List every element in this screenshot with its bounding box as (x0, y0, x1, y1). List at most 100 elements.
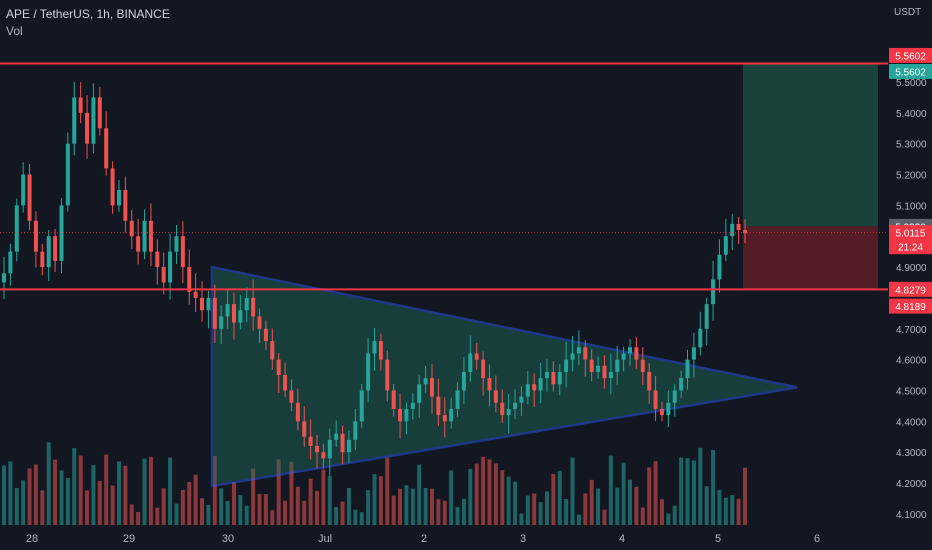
price-tag (889, 298, 932, 314)
volume-bar (27, 468, 32, 525)
price-tags: 5.56025.56025.03205.011521:244.82794.818… (889, 47, 932, 314)
volume-bar (327, 475, 332, 525)
volume-bar (187, 481, 192, 525)
candle-body (174, 236, 179, 252)
volume-bar (640, 507, 645, 525)
volume-bar (33, 464, 38, 525)
x-tick-label: Jul (318, 533, 332, 545)
volume-label: Vol (6, 24, 23, 38)
volume-bar (110, 485, 115, 525)
candle-body (142, 220, 147, 252)
volume-bar (168, 457, 173, 525)
candle-body (187, 267, 192, 292)
candle-body (493, 390, 498, 403)
volume-bar (474, 463, 479, 525)
candle-body (104, 128, 109, 169)
volume-bar (723, 497, 728, 525)
volume-bar (21, 480, 26, 525)
candle-body (206, 297, 211, 311)
candle-body (33, 220, 38, 252)
candle-body (148, 220, 153, 252)
candle-body (576, 347, 581, 354)
horizontal-levels (0, 62, 888, 291)
candle-body (283, 375, 288, 391)
candle-body (410, 402, 415, 409)
candle-body (346, 439, 351, 453)
candle-body (359, 390, 364, 422)
stop-zone (743, 226, 878, 290)
price-tag (889, 47, 932, 63)
price-tag-text: 5.5602 (895, 67, 926, 78)
candle-body (155, 251, 160, 268)
volume-bar (704, 486, 709, 525)
volume-bar (244, 505, 249, 525)
volume-bar (161, 488, 166, 525)
volume-bar (608, 455, 613, 525)
volume-bar (596, 488, 601, 525)
candle-body (506, 408, 511, 416)
volume-bar (391, 495, 396, 525)
volume-bar (142, 458, 147, 525)
candle-body (621, 353, 626, 360)
volume-bar (97, 480, 102, 525)
volume-bar (525, 495, 530, 525)
y-tick-label: 4.6000 (896, 356, 927, 367)
candle-body (200, 297, 205, 311)
candle-body (698, 328, 703, 348)
candle-body (161, 267, 166, 283)
volume-bar (429, 488, 434, 525)
volume-bar (270, 510, 275, 525)
y-tick-label: 5.4000 (896, 109, 927, 120)
volume-bar (628, 479, 633, 525)
candle-body (21, 174, 26, 206)
triangle-shape (210, 265, 798, 488)
candle-body (308, 436, 313, 446)
volume-bar (238, 495, 243, 525)
candle-body (544, 371, 549, 379)
volume-bar (85, 490, 90, 525)
volume-bar (544, 491, 549, 525)
volume-bar (685, 458, 690, 525)
candle-body (315, 445, 320, 453)
volume-bar (123, 465, 128, 525)
candle-body (231, 304, 236, 323)
y-tick-label: 4.7000 (896, 325, 927, 336)
volume-bar (679, 457, 684, 525)
price-tag-text: 5.5602 (895, 51, 926, 62)
candle-body (91, 97, 96, 144)
candle-body (366, 353, 371, 391)
volume-bar (46, 442, 51, 525)
candle-body (257, 316, 262, 329)
candle-body (385, 359, 390, 391)
volume-bar (289, 461, 294, 525)
candle-body (391, 390, 396, 409)
candle-body (583, 347, 588, 360)
volume-bar (672, 505, 677, 525)
volume-bar (691, 460, 696, 525)
volume-bar (276, 459, 281, 525)
volume-bar (410, 488, 415, 525)
volume-bar (538, 502, 543, 525)
symbol-title[interactable]: APE / TetherUS, 1h, BINANCE (6, 7, 170, 21)
candle-body (596, 365, 601, 372)
candle-body (519, 396, 524, 403)
volume-bar (653, 461, 658, 525)
volume-bar (378, 476, 383, 525)
candle-body (723, 236, 728, 255)
candle-body (532, 384, 537, 391)
candle-body (474, 353, 479, 360)
volume-bar (8, 461, 13, 525)
volume-bar (91, 465, 96, 525)
price-tag (889, 281, 932, 297)
candle-body (353, 421, 358, 440)
candle-body (557, 371, 562, 385)
candle-body (65, 143, 70, 206)
candle-body (704, 304, 709, 329)
volume-bar (500, 470, 505, 525)
candle-body (219, 316, 224, 329)
volume-bar (78, 455, 83, 525)
candle-body (244, 297, 249, 311)
candle-body (289, 390, 294, 403)
axes: 5.5000 5.4000 5.3000 5.2000 5.1000 4.9000 4.70… (26, 78, 927, 545)
